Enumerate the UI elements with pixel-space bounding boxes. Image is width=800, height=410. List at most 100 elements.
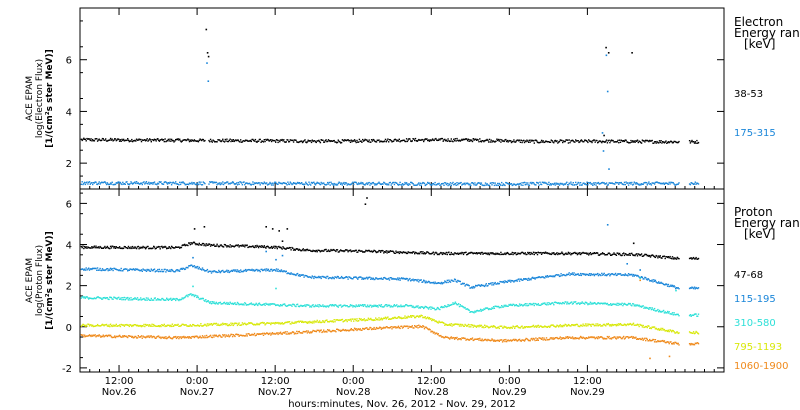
proton-data-point [272,269,274,271]
electron-data-point [213,181,215,183]
electron-data-point [145,139,148,141]
proton-data-point [451,253,453,255]
proton-data-point [170,324,172,327]
proton-data-point [111,245,113,247]
proton-data-point [615,304,618,306]
proton-data-point [449,323,451,325]
proton-data-point [98,269,100,271]
proton-data-point [134,324,136,326]
electron-data-point [298,182,300,184]
electron-data-point [649,183,651,185]
electron-data-point [266,182,268,184]
proton-data-point [374,250,376,252]
electron-data-point [129,183,131,185]
proton-data-point [652,254,654,257]
electron-data-point [116,182,118,184]
proton-data-point [159,248,161,250]
electron-data-point [610,182,613,184]
proton-data-point [244,244,247,246]
electron-data-point [146,138,148,140]
proton-data-point [87,323,89,325]
electron-data-point [658,142,660,144]
proton-data-point [339,250,341,252]
proton-data-point [562,302,565,304]
proton-data-point [508,253,510,256]
proton-data-point [262,304,264,306]
electron-data-point [297,141,300,144]
proton-data-point [152,325,154,327]
electron-data-point [181,140,183,142]
proton-data-point [621,254,623,257]
electron-data-point [305,141,308,144]
electron-data-point [102,181,104,184]
proton-data-point [192,241,195,243]
proton-data-point [190,242,192,244]
proton-data-point [122,335,124,337]
proton-data-point [231,322,234,325]
electron-data-point [239,181,241,183]
proton-data-point [406,252,409,255]
electron-data-point [497,139,499,142]
electron-data-point [463,182,465,184]
proton-data-point [259,322,261,325]
proton-data-point [531,277,533,279]
proton-data-point [218,302,221,304]
electron-data-point [524,140,526,142]
electron-data-point [537,182,539,184]
electron-data-point [627,182,629,184]
electron-data-point [436,183,439,185]
proton-data-point [118,334,121,337]
electron-data-point [505,140,508,143]
proton-data-point [285,248,287,250]
electron-data-point [456,137,458,140]
proton-data-point [151,247,153,250]
electron-data-point [245,139,248,142]
electron-data-point [406,183,409,185]
electron-data-point [128,183,130,186]
electron-data-point [157,139,160,141]
proton-data-point [434,252,436,254]
proton-data-point [301,274,303,276]
electron-data-point [605,46,607,49]
electron-data-point [602,140,605,143]
electron-data-point [104,181,106,183]
proton-data-point [178,269,180,271]
proton-data-point [596,303,598,305]
electron-data-point [605,54,608,57]
proton-data-point [294,274,296,276]
proton-data-point [115,323,117,326]
electron-data-point [429,139,431,141]
proton-data-point [150,297,152,300]
electron-data-point [504,139,506,141]
proton-data-point [162,297,164,300]
proton-data-point [448,279,450,281]
electron-data-point [688,140,691,142]
proton-data-point [237,323,239,325]
electron-data-point [95,181,97,183]
proton-data-point [153,297,156,299]
electron-data-point [513,139,515,141]
electron-data-point [412,138,414,140]
electron-data-point [293,139,296,141]
proton-data-point [103,325,105,327]
proton-data-point [649,280,652,282]
proton-data-point [605,302,607,305]
proton-data-point [553,304,555,306]
proton-data-point [669,313,671,315]
electron-data-point [502,183,505,185]
proton-data-point [673,285,675,287]
proton-data-point [234,322,236,324]
electron-data-point [475,138,477,140]
proton-data-point [582,251,584,254]
electron-data-point [284,141,287,143]
proton-data-point [222,322,224,324]
electron-data-point [562,183,564,185]
proton-data-point [659,328,661,331]
electron-data-point [355,181,357,184]
proton-data-point [204,300,206,302]
proton-data-point [503,304,505,307]
electron-data-point [93,140,96,142]
proton-data-point [240,303,242,306]
electron-data-point [601,132,604,134]
proton-data-point [272,333,274,335]
